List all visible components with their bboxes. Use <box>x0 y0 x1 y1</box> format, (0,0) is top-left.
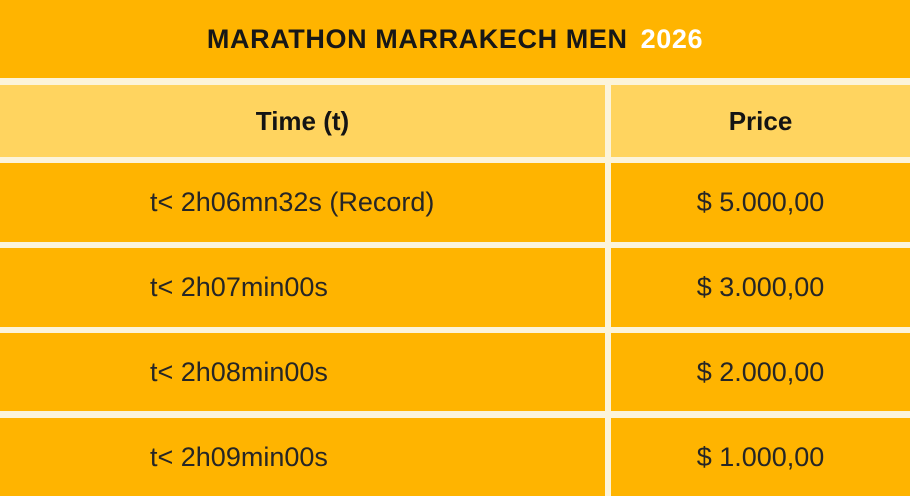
table-row: t< 2h09min00s $ 1.000,00 <box>0 418 910 496</box>
column-divider <box>605 85 611 157</box>
cell-price: $ 3.000,00 <box>611 248 910 327</box>
table-header-row: Time (t) Price <box>0 85 910 157</box>
row-divider <box>0 242 910 248</box>
title-main-text: MARATHON MARRAKECH MEN <box>206 23 628 54</box>
cell-time: t< 2h08min00s <box>0 333 605 411</box>
time-value: t< 2h09min00s <box>150 441 328 472</box>
cell-price: $ 1.000,00 <box>611 418 910 496</box>
title-year-text: 2026 <box>640 23 704 54</box>
table-row: t< 2h06mn32s (Record) $ 5.000,00 <box>0 163 910 242</box>
time-value: t< 2h07min00s <box>150 272 328 302</box>
table-row: t< 2h07min00s $ 3.000,00 <box>0 248 910 327</box>
column-divider <box>605 163 611 242</box>
cell-time: t< 2h09min00s <box>0 418 605 496</box>
cell-time: t< 2h06mn32s (Record) <box>0 163 605 242</box>
cell-time: t< 2h07min00s <box>0 248 605 327</box>
cell-price: $ 2.000,00 <box>611 333 910 411</box>
time-value: t< 2h08min00s <box>150 356 328 387</box>
price-value: $ 1.000,00 <box>696 441 825 472</box>
column-divider <box>605 333 611 411</box>
cell-price: $ 5.000,00 <box>611 163 910 242</box>
table-row: t< 2h08min00s $ 2.000,00 <box>0 333 910 411</box>
header-time-label: Time (t) <box>255 105 350 136</box>
price-value: $ 2.000,00 <box>696 356 825 387</box>
price-value: $ 3.000,00 <box>696 272 825 302</box>
page-title: MARATHON MARRAKECH MEN 2026 <box>0 0 910 78</box>
header-cell-time: Time (t) <box>0 85 605 157</box>
row-divider <box>0 411 910 418</box>
column-divider <box>605 248 611 327</box>
time-value: t< 2h06mn32s (Record) <box>150 187 435 217</box>
row-divider <box>0 157 910 163</box>
column-divider <box>605 418 611 496</box>
header-price-label: Price <box>728 105 793 136</box>
header-cell-price: Price <box>611 85 910 157</box>
divider-title-header <box>0 78 910 85</box>
price-value: $ 5.000,00 <box>696 187 825 217</box>
row-divider <box>0 327 910 333</box>
